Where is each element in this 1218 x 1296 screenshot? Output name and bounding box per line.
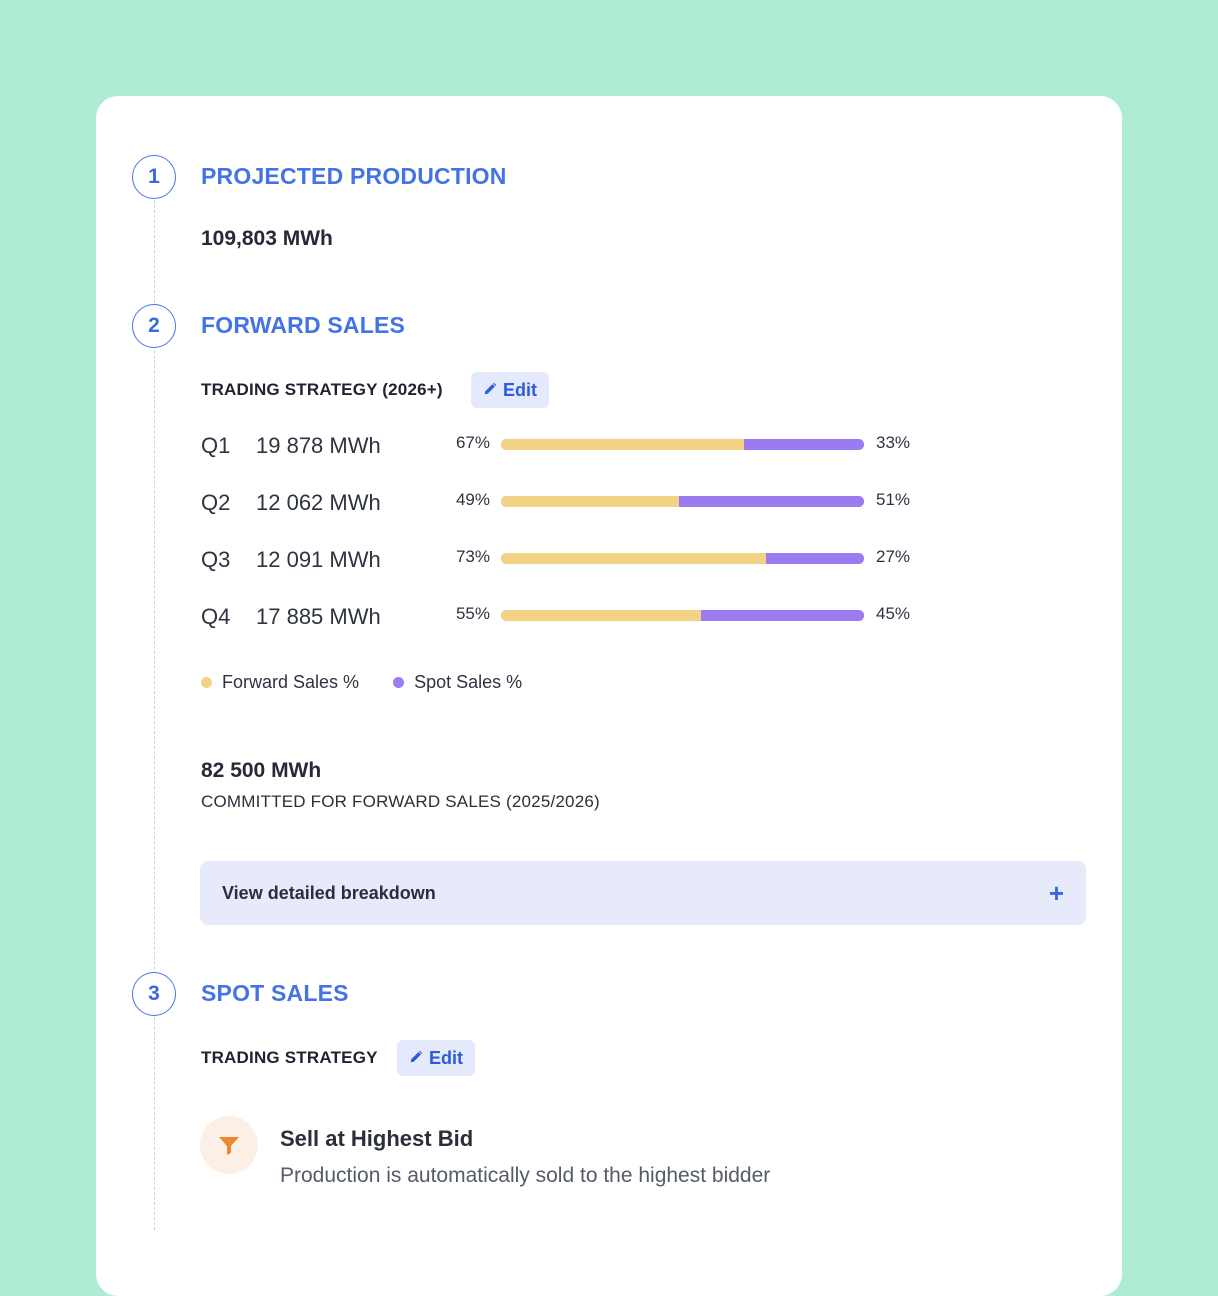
- pencil-icon: [409, 1048, 423, 1069]
- spot-dot-icon: [393, 677, 405, 688]
- strategy-option-title: Sell at Highest Bid: [280, 1126, 474, 1151]
- spot-edit-button[interactable]: Edit: [397, 1040, 475, 1076]
- projected-production-title: PROJECTED PRODUCTION: [201, 163, 507, 189]
- step-2-badge: 2: [132, 304, 176, 348]
- forward-segment: [501, 439, 745, 450]
- legend-forward: Forward Sales %: [201, 672, 359, 693]
- spot-segment: [700, 610, 864, 621]
- forward-dot-icon: [201, 677, 212, 688]
- quarter-label: Q3: [201, 547, 231, 572]
- forward-trading-strategy-label: TRADING STRATEGY (2026+): [201, 380, 443, 399]
- forward-segment: [501, 553, 766, 564]
- quarter-mwh: 17 885 MWh: [256, 604, 381, 629]
- timeline-line: [154, 200, 155, 1230]
- committed-label: COMMITTED FOR FORWARD SALES (2025/2026): [201, 792, 600, 811]
- chart-legend: Forward Sales % Spot Sales %: [201, 672, 522, 693]
- split-bar: [501, 610, 864, 621]
- view-breakdown-button[interactable]: View detailed breakdown +: [200, 861, 1086, 925]
- spot-segment: [678, 496, 864, 507]
- quarter-mwh: 19 878 MWh: [256, 433, 381, 458]
- quarter-row-q1: Q1 19 878 MWh 67% 33%: [201, 433, 961, 463]
- quarter-row-q4: Q4 17 885 MWh 55% 45%: [201, 604, 961, 634]
- spot-trading-strategy-label: TRADING STRATEGY: [201, 1048, 378, 1067]
- quarter-row-q3: Q3 12 091 MWh 73% 27%: [201, 547, 961, 577]
- step-3-badge: 3: [132, 972, 176, 1016]
- strategy-option-description: Production is automatically sold to the …: [280, 1164, 771, 1187]
- forward-edit-button[interactable]: Edit: [471, 372, 549, 408]
- funnel-icon: [200, 1116, 258, 1174]
- pencil-icon: [483, 380, 497, 401]
- forward-percent: 73%: [455, 547, 490, 566]
- forward-percent: 55%: [455, 604, 490, 623]
- forward-segment: [501, 496, 679, 507]
- quarter-label: Q2: [201, 490, 231, 515]
- forward-percent: 67%: [455, 433, 490, 452]
- spot-sales-title: SPOT SALES: [201, 980, 349, 1006]
- projected-production-value: 109,803 MWh: [201, 227, 333, 250]
- plus-icon: +: [1048, 878, 1064, 908]
- quarter-label: Q1: [201, 433, 231, 458]
- quarter-mwh: 12 091 MWh: [256, 547, 381, 572]
- quarter-label: Q4: [201, 604, 231, 629]
- forward-percent: 49%: [455, 490, 490, 509]
- split-bar: [501, 439, 864, 450]
- breakdown-label: View detailed breakdown: [222, 882, 436, 903]
- spot-percent: 45%: [876, 604, 911, 623]
- edit-label: Edit: [429, 1047, 463, 1068]
- spot-percent: 27%: [876, 547, 911, 566]
- strategy-card: 1 PROJECTED PRODUCTION 109,803 MWh 2 FOR…: [96, 96, 1122, 1296]
- quarter-mwh: 12 062 MWh: [256, 490, 381, 515]
- legend-forward-label: Forward Sales %: [222, 672, 360, 692]
- step-1-badge: 1: [132, 155, 176, 199]
- spot-percent: 51%: [876, 490, 911, 509]
- edit-label: Edit: [503, 379, 537, 400]
- committed-value: 82 500 MWh: [201, 759, 322, 782]
- spot-segment: [744, 439, 864, 450]
- legend-spot-label: Spot Sales %: [414, 672, 523, 692]
- split-bar: [501, 496, 864, 507]
- forward-sales-title: FORWARD SALES: [201, 312, 406, 338]
- split-bar: [501, 553, 864, 564]
- quarter-row-q2: Q2 12 062 MWh 49% 51%: [201, 490, 961, 520]
- forward-segment: [501, 610, 701, 621]
- legend-spot: Spot Sales %: [393, 672, 522, 693]
- spot-percent: 33%: [876, 433, 911, 452]
- spot-segment: [765, 553, 864, 564]
